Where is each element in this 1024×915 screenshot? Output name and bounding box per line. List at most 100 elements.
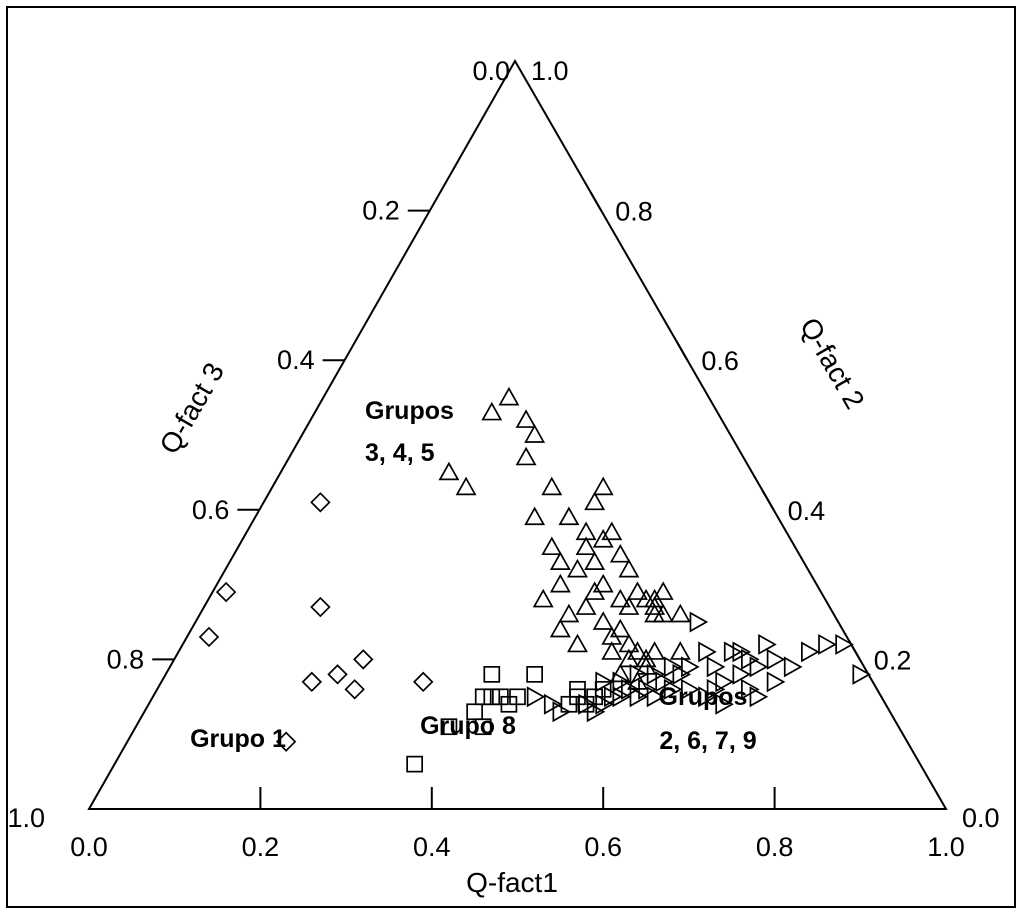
triangle-right-marker (526, 686, 546, 708)
triangle-up-marker (669, 641, 691, 660)
diamond-marker (327, 664, 348, 685)
triangle-right-marker (783, 656, 803, 678)
triangle-up-marker (652, 603, 674, 623)
triangle-up-marker (549, 618, 571, 638)
right-tick (589, 190, 603, 212)
diamond-marker (310, 492, 331, 513)
group-label-grupo1: Grupo 1 (190, 725, 286, 753)
triangle-right-marker (766, 671, 786, 693)
triangle-up-marker (592, 573, 614, 593)
axis-title-left: Q-fact 3 (153, 357, 230, 459)
triangle-up-marker (618, 648, 640, 668)
triangle-up-marker (549, 573, 571, 593)
triangle-up-marker (438, 461, 460, 481)
triangle-up-marker (618, 596, 640, 615)
right-tick-label: 0.2 (874, 645, 912, 675)
triangle-right-marker (835, 633, 854, 655)
triangle-right-marker (586, 701, 606, 723)
triangle-up-marker (584, 491, 606, 511)
triangle-right-marker (818, 633, 837, 655)
tick-labels: 0.0 0.2 0.4 0.6 0.8 1.0 1.0 0.8 0.6 0.4 0.2 0.0 0.0 0… (7, 56, 999, 862)
triangle-right-marker (698, 641, 717, 663)
group-label-grupos345-line2: 3, 4, 5 (365, 439, 435, 467)
bottom-tick-label: 0.4 (413, 832, 451, 862)
triangle-up-marker (524, 506, 546, 526)
triangle-right-marker (732, 663, 752, 685)
diamond-marker (301, 671, 323, 693)
right-tick (761, 490, 775, 511)
triangle-up-marker (541, 476, 563, 496)
right-tick (675, 340, 689, 361)
triangle-up-marker (584, 551, 606, 571)
right-tick-label: 0.6 (701, 346, 739, 376)
triangle-right-marker (766, 648, 786, 670)
triangle-right-marker (681, 678, 700, 700)
triangle-up-marker (618, 558, 640, 578)
diamond-marker (353, 649, 374, 670)
triangle-up-marker (575, 536, 597, 556)
bottom-tick-label: 0.2 (242, 832, 280, 862)
triangle-up-marker (515, 409, 537, 428)
triangle-right-marker (852, 663, 872, 685)
triangle-up-marker (575, 596, 597, 615)
group-label-grupos345-line1: Grupos (365, 397, 454, 425)
triangle-right-marker (732, 641, 752, 663)
triangle-right-marker (689, 611, 709, 633)
triangle-up-marker (669, 603, 691, 623)
diamond-marker (344, 679, 365, 700)
triangle-up-marker (609, 588, 631, 608)
diamond-marker (413, 671, 434, 693)
chart-frame (6, 6, 1016, 908)
triangle-right-marker (801, 641, 820, 663)
left-tick-label: 0.2 (362, 196, 400, 226)
triangle-right-marker (663, 678, 683, 700)
triangle-up-marker (601, 521, 623, 541)
square-marker (466, 703, 483, 721)
triangle-right-marker (595, 671, 614, 693)
left-tick-label: 0.6 (192, 495, 230, 525)
axis-title-bottom: Q-fact1 (466, 867, 558, 898)
axis-title-right: Q-fact 2 (794, 312, 871, 414)
bottom-tick-label: 0.0 (70, 832, 108, 862)
triangle-up-marker (481, 401, 503, 421)
triangle-up-marker (644, 641, 666, 660)
triangle-up-marker (455, 476, 477, 496)
left-tick-label: 0.8 (107, 644, 145, 674)
triangle-up-marker (644, 596, 666, 615)
triangle-up-marker (567, 633, 588, 653)
square-marker (483, 666, 501, 683)
square-marker (406, 755, 424, 773)
bottom-tick-label: 0.6 (584, 832, 622, 862)
triangle-up-marker (592, 611, 614, 630)
right-tick-label: 1.0 (531, 56, 569, 86)
diamond-marker (215, 581, 237, 603)
triangle-right-marker (749, 656, 769, 678)
group-label-grupos2679-line2: 2, 6, 7, 9 (659, 727, 756, 755)
group-label-grupos2679-line1: Grupos (659, 683, 748, 711)
triangle-right-marker (749, 686, 769, 708)
right-tick-label: 0.4 (788, 496, 826, 526)
triangle-right-marker (672, 663, 692, 685)
right-tick-label: 0.8 (615, 197, 653, 227)
left-tick-label: 0.0 (472, 56, 510, 86)
triangle-up-marker (515, 446, 537, 466)
triangle-up-marker (558, 603, 580, 623)
triangle-up-marker (627, 641, 648, 660)
triangle-right-marker (715, 671, 734, 693)
square-marker (474, 688, 492, 706)
data-points (198, 386, 872, 773)
triangle-up-marker (601, 641, 623, 660)
triangle-right-marker (715, 693, 734, 715)
triangle-up-marker (592, 528, 614, 548)
triangle-right-marker (603, 686, 623, 708)
triangle-outline (87, 58, 948, 810)
triangle-right-marker (646, 686, 666, 708)
triangle-up-marker (549, 551, 571, 571)
group-label-grupo8: Grupo 8 (420, 712, 516, 740)
square-marker (569, 680, 586, 698)
square-marker (474, 718, 492, 736)
triangle-right-marker (706, 656, 726, 678)
diamond-marker (198, 626, 220, 648)
square-marker (483, 688, 501, 706)
